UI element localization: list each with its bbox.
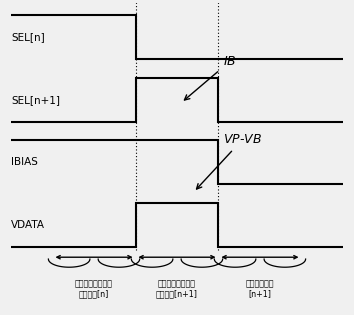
Text: $VP$-$VB$: $VP$-$VB$: [196, 134, 262, 189]
Text: $IB$: $IB$: [184, 55, 236, 100]
Text: IBIAS: IBIAS: [11, 157, 38, 167]
Text: プログラミング・
サイクル[n]: プログラミング・ サイクル[n]: [75, 279, 113, 299]
Text: SEL[n]: SEL[n]: [11, 32, 45, 42]
Text: VDATA: VDATA: [11, 220, 45, 230]
Text: SEL[n+1]: SEL[n+1]: [11, 95, 60, 105]
Text: プログラミング・
サイクル[n+1]: プログラミング・ サイクル[n+1]: [156, 279, 198, 299]
Text: 駆動サイクル
[n+1]: 駆動サイクル [n+1]: [246, 279, 274, 299]
